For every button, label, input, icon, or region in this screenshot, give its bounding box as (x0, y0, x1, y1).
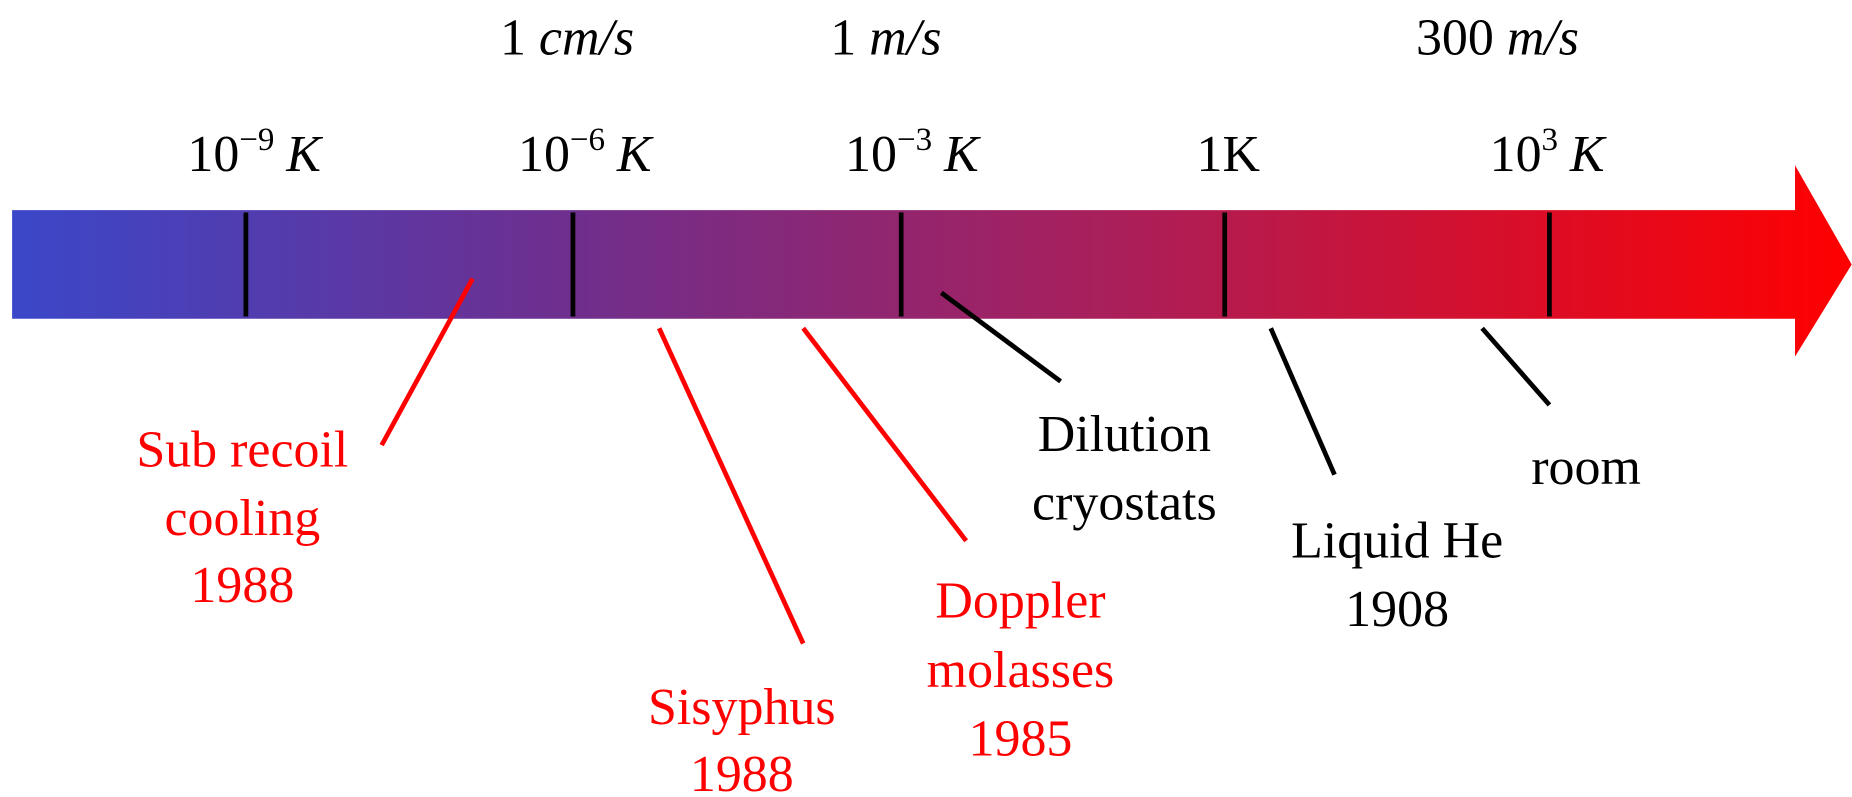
speed-label: 1 cm/s (500, 9, 634, 66)
annotation-line: Liquid He (1291, 512, 1503, 569)
temperature-label: 10−9 K (187, 122, 323, 183)
annotation-line: 1908 (1345, 581, 1449, 638)
speed-unit: m/s (1507, 9, 1579, 66)
temp-unit: K (943, 126, 981, 183)
annotation-line: 1988 (690, 746, 794, 797)
annotation-line: Doppler (935, 573, 1105, 630)
speed-number: 300 (1416, 9, 1494, 66)
speed-unit: cm/s (539, 9, 634, 66)
temp-exponent: −9 (239, 122, 274, 158)
leader-line (801, 326, 969, 543)
temp-base: 10 (187, 126, 239, 183)
leader-line (939, 290, 1063, 384)
speed-number: 1 (500, 9, 526, 66)
annotation-line: cooling (164, 490, 320, 547)
leader-line (657, 327, 806, 645)
speed-label: 1 m/s (830, 9, 941, 66)
temp-base: 10 (845, 126, 897, 183)
ticks (243, 212, 1552, 317)
temperature-label: 10−6 K (518, 122, 654, 183)
speed-unit: m/s (869, 9, 941, 66)
temp-exponent: 3 (1542, 122, 1559, 158)
temp-base: 10 (1490, 126, 1542, 183)
leader-line (379, 277, 475, 447)
speed-label: 300 m/s (1416, 9, 1579, 66)
temp-base: 10 (518, 126, 570, 183)
annotation-line: Sisyphus (648, 679, 836, 736)
temp-unit: K (285, 126, 323, 183)
temp-exponent: −6 (570, 122, 605, 158)
temperature-label: 1K (1197, 126, 1260, 183)
leader-lines (379, 277, 1552, 645)
leader-line (1480, 326, 1552, 407)
annotation-line: 1985 (969, 711, 1073, 768)
leader-line (1268, 327, 1337, 476)
annotation-line: Sub recoil (136, 421, 348, 478)
scale-arrow (12, 165, 1852, 357)
annotation-line: molasses (927, 642, 1115, 699)
annotation-line: Dilution (1038, 406, 1211, 463)
annotation-line: room (1531, 439, 1641, 496)
temperature-label: 10−3 K (845, 122, 981, 183)
temperature-label: 103 K (1490, 122, 1607, 183)
annotation-line: 1988 (190, 557, 294, 614)
temp-exponent: −3 (897, 122, 932, 158)
temp-unit: K (1569, 126, 1607, 183)
temp-unit: K (616, 126, 654, 183)
annotation-line: cryostats (1032, 475, 1217, 532)
speed-number: 1 (830, 9, 856, 66)
